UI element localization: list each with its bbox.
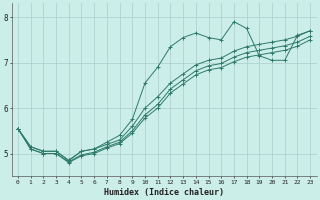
X-axis label: Humidex (Indice chaleur): Humidex (Indice chaleur) bbox=[104, 188, 224, 197]
